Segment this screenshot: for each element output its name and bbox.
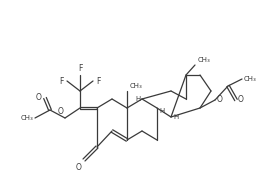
Text: O: O	[217, 94, 223, 104]
Text: F: F	[96, 76, 100, 86]
Text: CH₃: CH₃	[244, 76, 257, 82]
Text: O: O	[238, 96, 244, 104]
Text: F: F	[78, 64, 82, 73]
Text: H: H	[159, 108, 164, 114]
Text: F: F	[59, 76, 64, 86]
Text: O: O	[36, 94, 42, 102]
Text: O: O	[75, 163, 81, 172]
Text: CH₃: CH₃	[130, 83, 143, 89]
Text: H: H	[136, 96, 141, 102]
Text: H: H	[173, 114, 178, 120]
Text: CH₃: CH₃	[198, 57, 211, 63]
Text: O: O	[58, 107, 64, 116]
Text: CH₃: CH₃	[20, 115, 33, 121]
